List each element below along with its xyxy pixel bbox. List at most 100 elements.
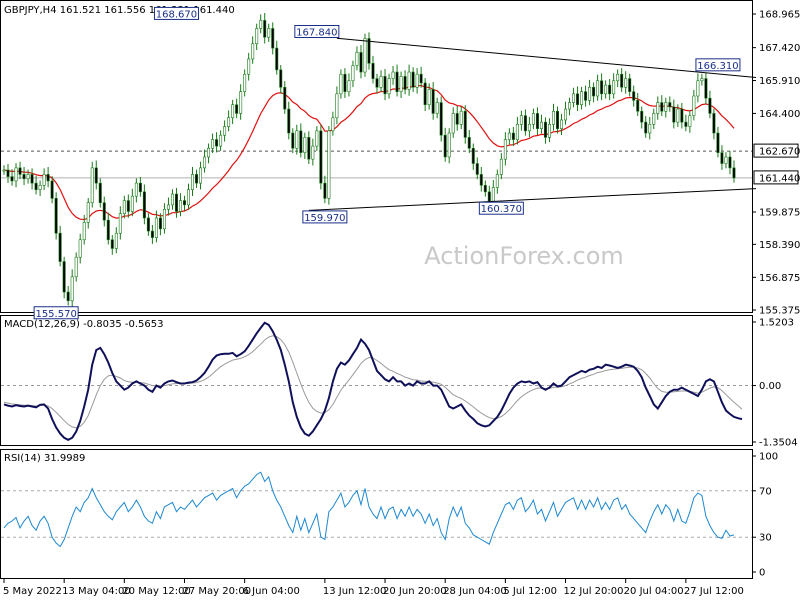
- candle-body: [363, 38, 367, 73]
- candle-body: [335, 93, 339, 119]
- candle-body: [42, 174, 46, 186]
- candle-body: [676, 108, 680, 123]
- price-candles: [2, 13, 736, 308]
- price-panel-title: GBPJPY,H4 161.521 161.556 161.331 161.44…: [4, 5, 235, 16]
- macd-tick-label: 0.00: [759, 381, 781, 392]
- candle-body: [343, 73, 347, 92]
- candle-body: [608, 84, 612, 95]
- candle-body: [664, 102, 668, 112]
- candle-body: [728, 156, 732, 169]
- time-tick-label: 27 Jul 12:00: [684, 586, 744, 597]
- candle-body: [279, 69, 283, 88]
- candle-body: [58, 232, 62, 262]
- candle-body: [732, 167, 736, 179]
- candle-body: [712, 113, 716, 134]
- candle-body: [568, 102, 572, 110]
- candle-body: [487, 191, 491, 202]
- rsi-panel-title: RSI(14) 31.9989: [4, 453, 85, 464]
- candle-body: [491, 187, 495, 202]
- candle-body: [255, 28, 259, 45]
- candle-body: [6, 169, 10, 177]
- annotation-box: [153, 6, 199, 20]
- candle-body: [455, 113, 459, 125]
- candle-body: [503, 139, 507, 160]
- candle-body: [174, 193, 178, 212]
- candle-body: [215, 139, 219, 147]
- time-tick-label: 20 Jul 04:00: [624, 586, 684, 597]
- candle-body: [459, 110, 463, 125]
- annotation-label: 167.840: [296, 28, 337, 39]
- candle-body: [411, 71, 415, 88]
- candle-body: [207, 147, 211, 158]
- rsi-tick-label: 100: [759, 452, 778, 463]
- candle-body: [499, 158, 503, 175]
- candle-body: [114, 232, 118, 249]
- candle-body: [539, 121, 543, 129]
- candle-body: [616, 73, 620, 82]
- candle-body: [339, 73, 343, 95]
- candle-body: [138, 182, 142, 193]
- candle-body: [18, 167, 22, 175]
- trendline: [308, 188, 757, 211]
- candle-body: [519, 115, 523, 125]
- candle-body: [311, 145, 315, 160]
- candle-body: [427, 89, 431, 106]
- time-tick-label: 5 May 2022: [3, 586, 62, 597]
- candle-body: [371, 63, 375, 79]
- candle-body: [640, 110, 644, 123]
- candle-body: [403, 76, 407, 90]
- candle-body: [10, 176, 14, 182]
- time-tick-label: 5 Jul 12:00: [503, 586, 557, 597]
- candle-body: [235, 104, 239, 114]
- time-tick-label: 27 May 20:00: [182, 586, 251, 597]
- candle-body: [46, 174, 50, 182]
- candle-body: [543, 121, 547, 138]
- candle-body: [680, 108, 684, 123]
- rsi-plot: [1, 471, 752, 548]
- candle-body: [648, 124, 652, 134]
- candle-body: [38, 185, 42, 190]
- price-grid: [1, 150, 752, 179]
- candle-body: [126, 200, 130, 212]
- candle-body: [495, 174, 499, 188]
- moving-average: [3, 84, 735, 221]
- candle-body: [387, 78, 391, 95]
- candle-body: [287, 108, 291, 134]
- rsi-tick-label: 70: [759, 486, 772, 497]
- annotation-label: 155.570: [35, 309, 76, 320]
- candle-body: [211, 139, 215, 149]
- candle-body: [118, 213, 122, 234]
- candle-body: [463, 110, 467, 138]
- candle-body: [716, 132, 720, 153]
- price-tick-label: 167.420: [759, 43, 800, 54]
- time-tick-label: 13 May 04:00: [62, 586, 131, 597]
- candle-body: [511, 132, 515, 140]
- candle-body: [30, 174, 34, 184]
- candle-body: [415, 73, 419, 88]
- rsi-line: [3, 471, 735, 548]
- candle-body: [351, 65, 355, 82]
- candle-body: [564, 108, 568, 121]
- current-price-label: 161.440: [759, 173, 800, 184]
- candle-body: [303, 137, 307, 153]
- candle-body: [82, 222, 86, 241]
- candle-body: [604, 84, 608, 95]
- candle-body: [475, 163, 479, 175]
- candle-body: [247, 58, 251, 75]
- price-tick-label: 155.375: [759, 306, 800, 317]
- candle-body: [407, 71, 411, 90]
- candle-body: [166, 204, 170, 210]
- candle-body: [431, 89, 435, 114]
- candle-body: [50, 180, 54, 199]
- candle-body: [708, 97, 712, 114]
- candle-body: [14, 167, 18, 182]
- candle-body: [696, 80, 700, 97]
- candle-body: [106, 219, 110, 241]
- annotation-label: 166.310: [697, 61, 738, 72]
- candle-body: [423, 82, 427, 106]
- candle-body: [94, 167, 98, 184]
- rsi-tick-label: 0: [759, 568, 765, 579]
- watermark: ActionForex.com: [424, 242, 624, 270]
- macd-tick-label: 1.5203: [759, 318, 794, 329]
